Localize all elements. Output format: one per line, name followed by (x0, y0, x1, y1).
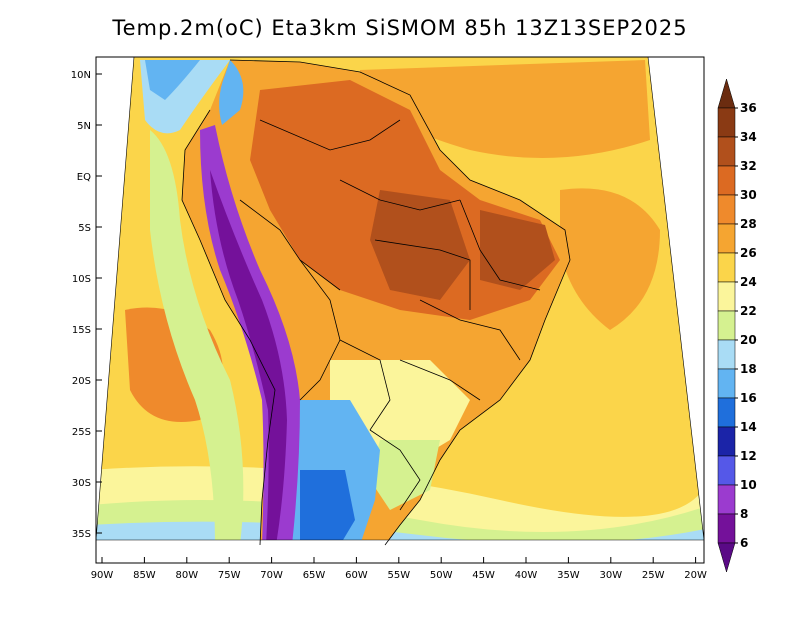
lat-tick-label: 15S (72, 325, 91, 336)
map-title: Temp.2m(oC) Eta3km SiSMOM 85h 13Z13SEP20… (112, 16, 688, 40)
colorbar-label: 16 (740, 391, 757, 405)
uruguay-border (369, 429, 421, 511)
brazil-state-border-2 (419, 299, 521, 361)
lon-tick-label: 30W (599, 570, 622, 581)
pacific-coastline (181, 109, 276, 546)
lat-tick-label: EQ (77, 172, 91, 183)
colorbar-label: 20 (740, 333, 757, 347)
colorbar-box (717, 484, 736, 515)
colorbar-label: 36 (740, 101, 757, 115)
colorbar-label: 30 (740, 188, 757, 202)
colorbar-box (717, 455, 736, 486)
ne-brazil-hottest (480, 210, 555, 290)
colorbar-label: 18 (740, 362, 757, 376)
colorbar-box (717, 397, 736, 428)
colorbar-bottom-arrow (717, 542, 736, 573)
brazil-state-border-5 (459, 199, 541, 291)
lon-tick-label: 50W (430, 570, 453, 581)
lat-tick-label: 10S (72, 274, 91, 285)
south-coast-cool (370, 440, 440, 510)
central-brazil-hottest (370, 190, 470, 300)
colorbar-label: 28 (740, 217, 757, 231)
lat-tick-label: 10N (71, 70, 91, 81)
nw-pacific-cold (145, 60, 200, 100)
colorbar-box (717, 252, 736, 283)
lon-tick-label: 85W (133, 570, 156, 581)
colorbar-label: 22 (740, 304, 757, 318)
colorbar-label: 24 (740, 275, 757, 289)
colorbar-label: 26 (740, 246, 757, 260)
colorbar-boxes (717, 78, 736, 573)
lat-tick-label: 25S (72, 427, 91, 438)
atlantic-coastline (229, 59, 571, 546)
lat-tick-label: 35S (72, 529, 91, 540)
latitude-axis: 10N 5N EQ 5S 10S 15S 20S 25S 30S 35S (71, 70, 102, 540)
pacific-coastal-strip (150, 130, 244, 540)
colorbar-top-arrow (717, 78, 736, 109)
colorbar-box (717, 281, 736, 312)
colorbar-label: 34 (740, 130, 757, 144)
colorbar-label: 12 (740, 449, 757, 463)
brazil-state-border-4 (339, 179, 461, 211)
lon-tick-label: 90W (91, 570, 114, 581)
lon-tick-label: 20W (684, 570, 707, 581)
colorbar-labels: 36 34 32 30 28 26 24 22 20 18 16 14 12 10 8 6 (735, 101, 757, 550)
brazil-state-border-3 (399, 359, 481, 401)
country-borders (181, 59, 571, 546)
brazil-state-border-1 (374, 239, 471, 310)
lon-tick-label: 60W (345, 570, 368, 581)
lon-tick-label: 55W (387, 570, 410, 581)
colorbar-box (717, 107, 736, 138)
lon-tick-label: 80W (175, 570, 198, 581)
colorbar-label: 8 (740, 507, 748, 521)
lat-tick-label: 5S (78, 223, 91, 234)
lat-tick-label: 20S (72, 376, 91, 387)
longitude-axis: 90W 85W 80W 75W 70W 65W 60W 55W 50W 45W 40W 35W 30W 2… (91, 557, 707, 581)
lon-tick-label: 25W (642, 570, 665, 581)
colorbar-label: 6 (740, 536, 748, 550)
colorbar-box (717, 194, 736, 225)
colorbar-box (717, 513, 736, 544)
colorbar-box (717, 310, 736, 341)
lon-tick-label: 70W (260, 570, 283, 581)
temperature-field (96, 57, 704, 540)
colorbar-label: 14 (740, 420, 757, 434)
lon-tick-label: 75W (218, 570, 241, 581)
colorbar-box (717, 223, 736, 254)
venezuela-border (259, 119, 401, 151)
argentina-colder-region (300, 470, 355, 540)
paraguay-border (339, 339, 391, 431)
north-atlantic-patch (360, 60, 650, 158)
lat-tick-label: 30S (72, 478, 91, 489)
lon-tick-label: 65W (303, 570, 326, 581)
colorbar-label: 32 (740, 159, 757, 173)
atlantic-warm-patch (560, 188, 660, 330)
lon-tick-label: 45W (472, 570, 495, 581)
colorbar-box (717, 426, 736, 457)
andes-coldest-core (210, 170, 287, 540)
plot-frame (95, 56, 705, 564)
colorbar-box (717, 339, 736, 370)
colorbar-box (717, 136, 736, 167)
peru-border (239, 199, 341, 291)
lon-tick-label: 40W (515, 570, 538, 581)
ocean-cold-band (96, 521, 704, 540)
colorbar-label: 10 (740, 478, 757, 492)
colorbar-box (717, 165, 736, 196)
colorbar-box (717, 368, 736, 399)
lon-tick-label: 35W (557, 570, 580, 581)
lat-tick-label: 5N (77, 121, 91, 132)
northern-andes-cool (219, 60, 244, 125)
